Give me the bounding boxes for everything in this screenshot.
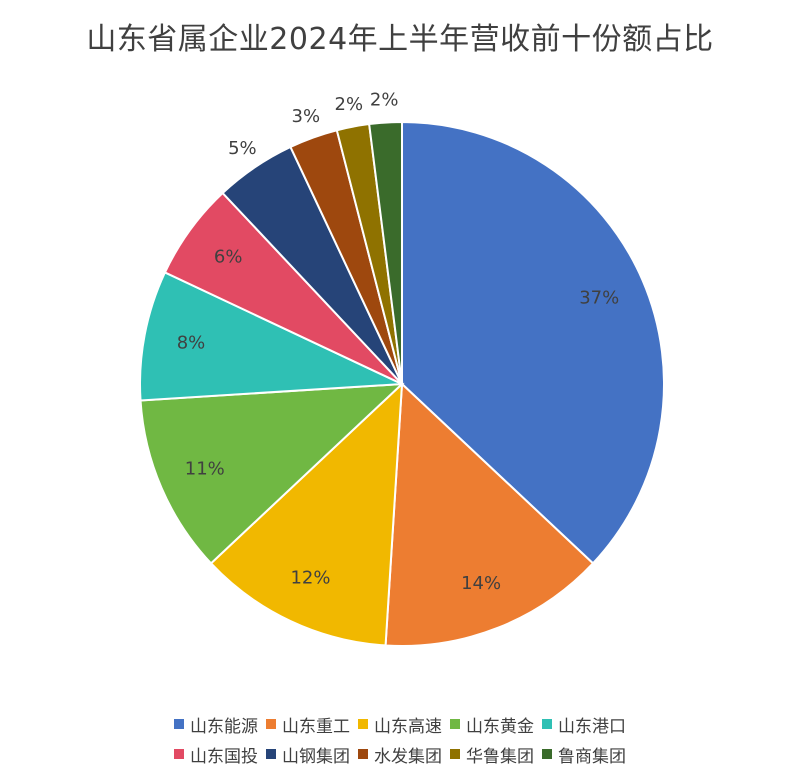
pie-slice xyxy=(209,381,404,647)
legend-label: 山东黄金 xyxy=(466,716,534,737)
legend-swatch xyxy=(358,749,368,759)
slice-data-label: 2% xyxy=(370,90,399,111)
slice-data-label: 2% xyxy=(335,94,364,115)
slice-data-label: 11% xyxy=(185,458,225,479)
pie-chart: 37% 14% 12% 11% 8% 6% 5% 3% 2% 2% xyxy=(139,90,665,647)
pie-slice xyxy=(384,381,595,647)
legend-item-hualu-group: 华鲁集团 xyxy=(450,742,534,767)
legend-item-shangang-group: 山钢集团 xyxy=(266,742,350,767)
legend-item-shandong-heavy-industry: 山东重工 xyxy=(266,712,350,737)
legend-item-shandong-port: 山东港口 xyxy=(542,712,626,737)
legend-label: 山钢集团 xyxy=(282,746,350,767)
legend-label: 水发集团 xyxy=(374,746,442,767)
legend-row: 山东能源 山东重工 山东高速 山东黄金 山东港口 xyxy=(0,712,800,737)
slice-data-label: 6% xyxy=(214,247,243,268)
legend-swatch xyxy=(174,749,184,759)
slice-data-label: 5% xyxy=(228,138,257,159)
legend-swatch xyxy=(450,719,460,729)
legend-label: 鲁商集团 xyxy=(558,746,626,767)
legend-swatch xyxy=(450,749,460,759)
legend-item-shuifa-group: 水发集团 xyxy=(358,742,442,767)
chart-title: 山东省属企业2024年上半年营收前十份额占比 xyxy=(86,22,714,57)
pie-slice xyxy=(139,271,403,402)
slice-data-label: 3% xyxy=(292,106,321,127)
legend-label: 山东国投 xyxy=(190,746,258,767)
pie-slice xyxy=(401,120,665,565)
slice-data-label: 14% xyxy=(461,573,501,594)
legend-item-shandong-gold: 山东黄金 xyxy=(450,712,534,737)
slice-data-label: 37% xyxy=(579,288,619,309)
legend-swatch xyxy=(542,749,552,759)
slice-data-label: 8% xyxy=(177,333,206,354)
slice-data-label: 12% xyxy=(290,567,330,588)
legend-row: 山东国投 山钢集团 水发集团 华鲁集团 鲁商集团 xyxy=(0,742,800,767)
legend-item-lushang-group: 鲁商集团 xyxy=(542,742,626,767)
legend-label: 山东能源 xyxy=(190,716,258,737)
legend-label: 山东重工 xyxy=(282,716,350,737)
legend-item-shandong-energy: 山东能源 xyxy=(174,712,258,737)
legend-swatch xyxy=(358,719,368,729)
legend-swatch xyxy=(266,719,276,729)
legend-swatch xyxy=(542,719,552,729)
legend: 山东能源 山东重工 山东高速 山东黄金 山东港口 山东国投 山钢集团 xyxy=(0,712,800,772)
legend-item-shandong-sdic: 山东国投 xyxy=(174,742,258,767)
pie-slice xyxy=(368,120,403,385)
pie-slice xyxy=(139,382,405,565)
legend-swatch xyxy=(174,719,184,729)
legend-label: 华鲁集团 xyxy=(466,746,534,767)
legend-label: 山东高速 xyxy=(374,716,442,737)
legend-item-shandong-hi-speed: 山东高速 xyxy=(358,712,442,737)
legend-label: 山东港口 xyxy=(558,716,626,737)
legend-swatch xyxy=(266,749,276,759)
